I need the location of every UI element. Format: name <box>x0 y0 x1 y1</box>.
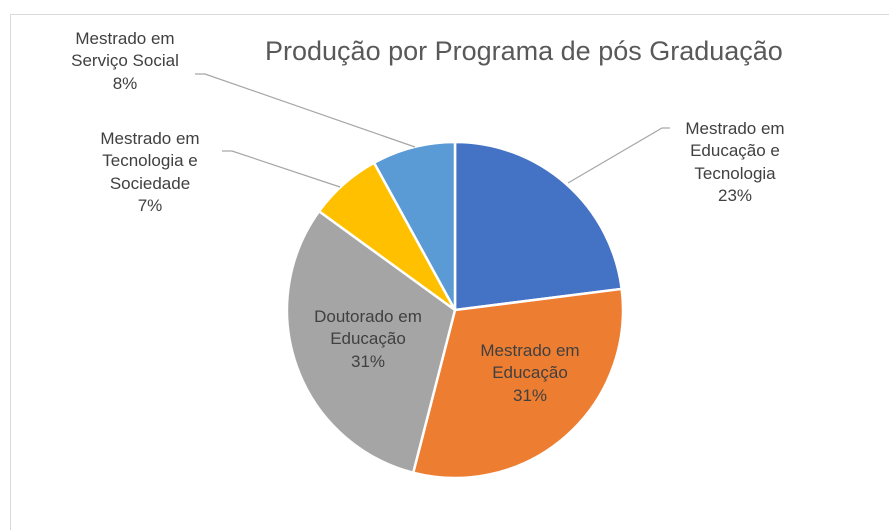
category-label: Mestrado em Serviço Social <box>71 29 179 71</box>
leader-line <box>222 150 341 188</box>
pie-slice <box>285 209 457 475</box>
category-label: Mestrado em Educação <box>480 341 580 383</box>
category-label: Mestrado em Tecnologia e Sociedade <box>100 129 200 193</box>
data-label: Doutorado em Educação 31% <box>311 306 426 373</box>
data-label: Mestrado em Educação 31% <box>468 340 593 407</box>
category-label: Mestrado em Educação e Tecnologia <box>685 119 785 183</box>
value-label: 31% <box>350 351 386 371</box>
leader-line <box>567 127 670 184</box>
pie-slice <box>411 287 625 480</box>
data-label: Mestrado em Educação e Tecnologia 23% <box>670 118 800 208</box>
slices <box>285 140 625 480</box>
chart-frame <box>10 14 889 530</box>
category-label: Doutorado em Educação <box>314 307 422 349</box>
pie-slice <box>372 140 457 311</box>
data-label: Mestrado em Serviço Social 8% <box>55 28 195 95</box>
pie-slice <box>453 140 624 312</box>
leader-line <box>195 73 416 148</box>
leader-lines <box>195 73 670 188</box>
data-label: Mestrado em Tecnologia e Sociedade 7% <box>85 128 215 218</box>
value-label: 7% <box>137 196 163 216</box>
value-label: 31% <box>512 385 548 405</box>
chart-title: Produção por Programa de pós Graduação <box>265 36 783 66</box>
value-label: 8% <box>112 73 138 93</box>
value-label: 23% <box>717 186 753 206</box>
